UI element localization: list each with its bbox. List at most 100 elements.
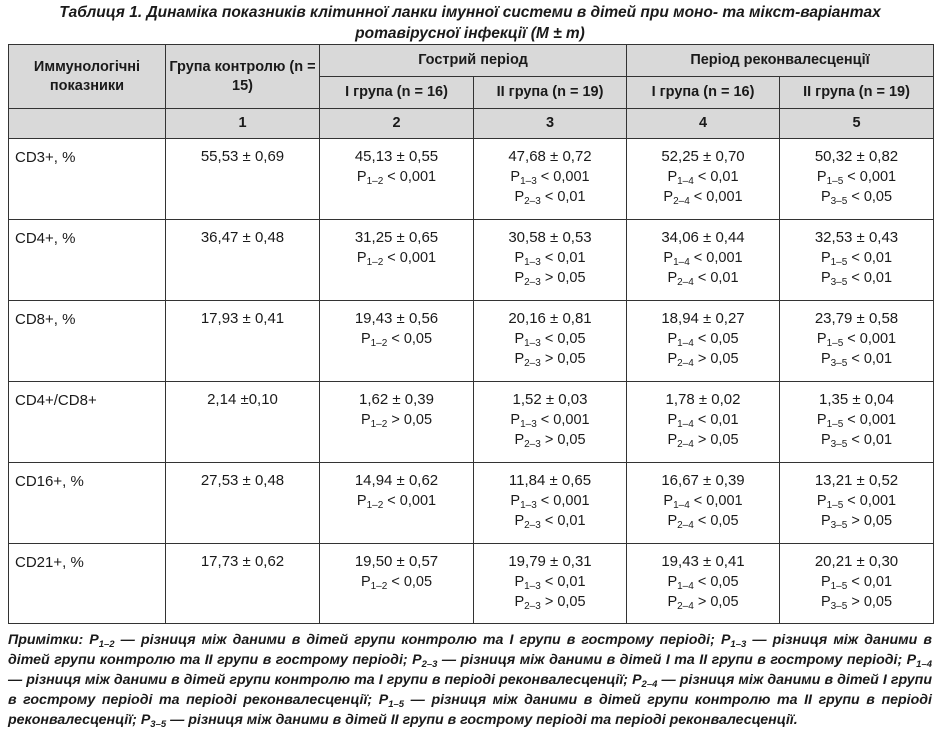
value-cell-c4: 19,43 ± 0,41 P1–4 < 0,05 P2–4 > 0,05	[626, 543, 780, 624]
cell-value: 31,25 ± 0,65	[354, 229, 439, 246]
cell-value: 55,53 ± 0,69	[200, 148, 285, 165]
p-subscript: 2–4	[677, 277, 694, 288]
p-relation: < 0,01	[847, 351, 893, 367]
p-value: P1–2 > 0,05	[360, 412, 433, 430]
p-value: P1–2 < 0,001	[356, 493, 437, 511]
p-subscript: 1–4	[673, 500, 690, 511]
p-subscript: 1–4	[677, 176, 694, 187]
p-value: P2–3 < 0,01	[514, 513, 586, 531]
p-relation: > 0,05	[540, 270, 586, 286]
p-subscript: 1–5	[826, 176, 844, 187]
p-subscript: 3–5	[830, 439, 848, 450]
caption-line-1: Таблиця 1. Динаміка показників клітинної…	[59, 4, 881, 21]
cell-value: 47,68 ± 0,72	[508, 148, 592, 165]
p-subscript: 1–3	[524, 581, 541, 592]
table-row: CD4+, % 36,47 ± 0,48 31,25 ± 0,65 P1–2 < 0,…	[8, 219, 934, 301]
header-blank	[8, 108, 166, 139]
notes-text: — різниця між даними в дітей І та ІІ гру…	[437, 652, 917, 668]
p-value: P1–2 < 0,05	[360, 574, 433, 592]
value-cell-c2: 19,50 ± 0,57 P1–2 < 0,05	[319, 543, 474, 624]
notes-subscript: 2–3	[421, 659, 438, 670]
p-relation: > 0,05	[693, 351, 739, 367]
p-relation: < 0,001	[536, 493, 590, 509]
p-subscript: 1–2	[370, 419, 388, 430]
p-relation: > 0,05	[387, 412, 433, 428]
p-relation: > 0,05	[540, 594, 586, 610]
p-subscript: 2–3	[524, 520, 541, 531]
table-caption: Таблиця 1. Динаміка показників клітинної…	[0, 0, 940, 44]
p-subscript: 2–4	[677, 520, 694, 531]
p-value: P1–4 < 0,05	[667, 574, 739, 592]
p-relation: < 0,05	[693, 331, 739, 347]
value-cell-c2: 31,25 ± 0,65 P1–2 < 0,001	[319, 219, 474, 301]
notes-subscript: 1–2	[98, 639, 115, 650]
p-value: P1–4 < 0,001	[663, 493, 743, 511]
cell-value: 36,47 ± 0,48	[200, 229, 285, 246]
p-value: P1–2 < 0,001	[356, 250, 437, 268]
p-relation: < 0,001	[689, 189, 743, 205]
p-value: P1–5 < 0,001	[816, 331, 897, 349]
p-relation: < 0,01	[693, 412, 739, 428]
value-cell-c5: 50,32 ± 0,82 P1–5 < 0,001 P3–5 < 0,05	[779, 138, 934, 220]
p-subscript: 1–4	[673, 257, 690, 268]
p-subscript: 1–5	[830, 581, 848, 592]
table-row: CD8+, % 17,93 ± 0,41 19,43 ± 0,56 P1–2 < 0,…	[8, 300, 934, 382]
value-cell-c3: 30,58 ± 0,53 P1–3 < 0,01 P2–3 > 0,05	[473, 219, 627, 301]
p-relation: > 0,05	[847, 594, 893, 610]
column-number-2: 2	[319, 108, 474, 139]
p-subscript: 1–2	[370, 581, 388, 592]
p-value: P1–4 < 0,05	[667, 331, 739, 349]
value-cell-c2: 45,13 ± 0,55 P1–2 < 0,001	[319, 138, 474, 220]
p-subscript: 1–4	[677, 581, 694, 592]
p-subscript: 1–3	[520, 176, 537, 187]
p-relation: < 0,001	[689, 493, 743, 509]
p-relation: < 0,01	[847, 432, 893, 448]
p-value: P1–4 < 0,01	[667, 169, 739, 187]
cell-value: 19,50 ± 0,57	[354, 553, 439, 570]
value-cell-c3: 47,68 ± 0,72 P1–3 < 0,001 P2–3 < 0,01	[473, 138, 627, 220]
notes-text: — різниця між даними в дітей ІІ групи в …	[166, 712, 798, 728]
p-subscript: 1–5	[826, 500, 844, 511]
p-subscript: 2–4	[673, 196, 690, 207]
cell-value: 23,79 ± 0,58	[814, 310, 899, 327]
p-value: P1–2 < 0,05	[360, 331, 433, 349]
row-indicator-name: CD16+, %	[8, 462, 166, 544]
p-subscript: 3–5	[830, 358, 848, 369]
p-value: P1–5 < 0,01	[820, 574, 893, 592]
p-subscript: 3–5	[830, 277, 848, 288]
p-subscript: 3–5	[830, 196, 848, 207]
p-relation: < 0,05	[540, 331, 586, 347]
cell-value: 17,73 ± 0,62	[200, 553, 285, 570]
p-value: P3–5 < 0,05	[820, 189, 893, 207]
column-number-5: 5	[779, 108, 934, 139]
p-relation: > 0,05	[540, 351, 586, 367]
cell-value: 20,16 ± 0,81	[508, 310, 592, 327]
p-subscript: 1–5	[830, 257, 848, 268]
p-relation: < 0,001	[383, 250, 437, 266]
p-relation: < 0,05	[387, 574, 433, 590]
p-value: P2–4 < 0,05	[667, 513, 739, 531]
value-cell-c4: 1,78 ± 0,02 P1–4 < 0,01 P2–4 > 0,05	[626, 381, 780, 463]
notes-subscript: 1–5	[388, 699, 405, 710]
value-cell-c5: 1,35 ± 0,04 P1–5 < 0,001 P3–5 < 0,01	[779, 381, 934, 463]
p-value: P1–4 < 0,001	[663, 250, 743, 268]
p-subscript: 3–5	[830, 601, 848, 612]
p-subscript: 1–3	[524, 338, 541, 349]
cell-value: 17,93 ± 0,41	[200, 310, 285, 327]
p-value: P2–4 < 0,01	[667, 270, 739, 288]
p-value: P2–4 > 0,05	[667, 594, 739, 612]
header-conv-group-2: ІІ група (n = 19)	[779, 76, 934, 109]
column-number-4: 4	[626, 108, 780, 139]
p-subscript: 1–4	[677, 338, 694, 349]
p-value: P1–5 < 0,001	[816, 412, 897, 430]
p-value: P1–3 < 0,01	[514, 574, 586, 592]
value-cell-c4: 16,67 ± 0,39 P1–4 < 0,001 P2–4 < 0,05	[626, 462, 780, 544]
header-indicators: Иммунологічні показники	[8, 44, 166, 109]
p-subscript: 1–3	[520, 500, 537, 511]
cell-value: 20,21 ± 0,30	[814, 553, 899, 570]
value-cell-c3: 20,16 ± 0,81 P1–3 < 0,05 P2–3 > 0,05	[473, 300, 627, 382]
cell-value: 19,79 ± 0,31	[508, 553, 592, 570]
value-cell-c2: 14,94 ± 0,62 P1–2 < 0,001	[319, 462, 474, 544]
p-subscript: 2–3	[524, 358, 541, 369]
value-cell-c2: 19,43 ± 0,56 P1–2 < 0,05	[319, 300, 474, 382]
